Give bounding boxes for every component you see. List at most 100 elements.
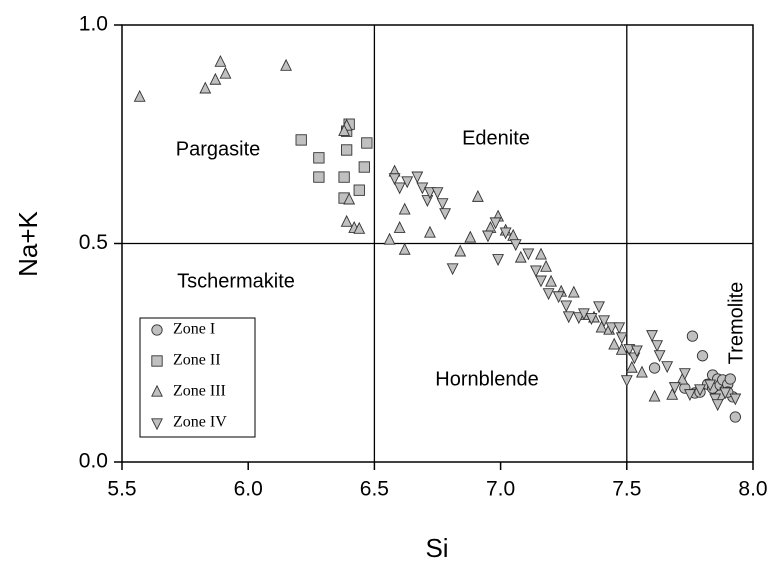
field-label: Hornblende xyxy=(435,368,538,390)
y-tick-label: 0.5 xyxy=(79,231,108,254)
point xyxy=(636,365,648,378)
point xyxy=(295,134,307,146)
point xyxy=(651,340,664,353)
y-axis-title: Na+K xyxy=(13,210,43,276)
point xyxy=(398,202,411,215)
point xyxy=(313,152,325,164)
point xyxy=(704,379,717,392)
point xyxy=(353,184,365,196)
point xyxy=(393,182,406,195)
point xyxy=(343,192,356,205)
point xyxy=(530,265,542,278)
field-label: Edenite xyxy=(462,127,530,149)
point xyxy=(562,311,575,324)
point xyxy=(585,313,598,325)
point xyxy=(729,393,742,406)
field-label: Tremolite xyxy=(725,282,747,365)
legend-label: Zone III xyxy=(173,383,226,400)
point xyxy=(686,330,699,342)
point xyxy=(454,244,467,257)
legend-marker xyxy=(151,418,163,431)
point xyxy=(535,275,547,288)
point xyxy=(338,123,351,136)
point xyxy=(492,254,505,267)
legend-marker xyxy=(151,384,163,397)
point xyxy=(666,387,679,400)
point xyxy=(209,72,222,85)
legend-label: Zone II xyxy=(173,352,221,369)
point xyxy=(540,259,552,272)
point xyxy=(724,373,736,385)
field-label: Pargasite xyxy=(176,138,261,160)
point xyxy=(552,291,565,304)
point xyxy=(711,399,724,412)
point xyxy=(353,221,366,234)
point xyxy=(678,368,691,381)
point xyxy=(509,239,522,252)
point xyxy=(358,161,370,173)
point xyxy=(214,54,227,67)
point xyxy=(199,81,212,94)
x-axis-title: Si xyxy=(425,533,448,563)
point xyxy=(133,89,146,102)
x-tick-label: 8.0 xyxy=(738,478,767,501)
point xyxy=(439,208,452,221)
field-label: Tschermakite xyxy=(177,270,295,292)
point xyxy=(615,332,628,345)
point xyxy=(696,350,709,362)
point xyxy=(661,361,674,374)
point xyxy=(436,198,449,211)
point xyxy=(542,288,555,301)
x-tick-label: 6.0 xyxy=(234,478,263,501)
point xyxy=(401,176,414,189)
point xyxy=(446,263,459,276)
point xyxy=(499,227,512,240)
point xyxy=(560,300,573,313)
x-tick-label: 7.0 xyxy=(486,478,515,501)
point xyxy=(340,214,353,227)
point xyxy=(719,387,732,400)
point xyxy=(471,189,484,202)
point xyxy=(280,58,292,71)
point xyxy=(653,350,666,363)
legend-marker xyxy=(151,355,163,367)
point xyxy=(593,301,605,314)
point xyxy=(514,250,527,263)
point xyxy=(464,230,477,243)
point xyxy=(411,171,424,184)
point xyxy=(340,144,353,156)
point xyxy=(613,322,626,335)
x-tick-label: 6.5 xyxy=(360,478,389,501)
point xyxy=(608,337,621,350)
point xyxy=(383,232,396,245)
point xyxy=(630,345,643,358)
point xyxy=(648,362,661,374)
point xyxy=(393,220,406,233)
point xyxy=(522,248,535,261)
x-tick-label: 5.5 xyxy=(107,478,136,501)
point xyxy=(423,225,436,238)
point xyxy=(567,285,580,298)
point xyxy=(605,322,618,335)
point xyxy=(646,330,658,343)
point xyxy=(683,389,696,402)
point xyxy=(219,66,232,79)
point xyxy=(694,384,706,397)
x-tick-label: 7.5 xyxy=(612,478,641,501)
y-tick-label: 1.0 xyxy=(79,13,108,36)
legend-label: Zone IV xyxy=(173,414,227,431)
point xyxy=(545,274,558,287)
legend-box xyxy=(139,317,256,438)
point xyxy=(313,171,325,183)
point xyxy=(431,187,444,200)
point xyxy=(423,187,436,200)
point xyxy=(648,389,661,402)
point xyxy=(388,173,401,186)
point xyxy=(668,382,681,395)
point xyxy=(709,393,722,406)
point xyxy=(620,375,633,388)
point xyxy=(572,312,585,325)
legend-marker xyxy=(151,324,163,336)
point xyxy=(535,247,547,260)
